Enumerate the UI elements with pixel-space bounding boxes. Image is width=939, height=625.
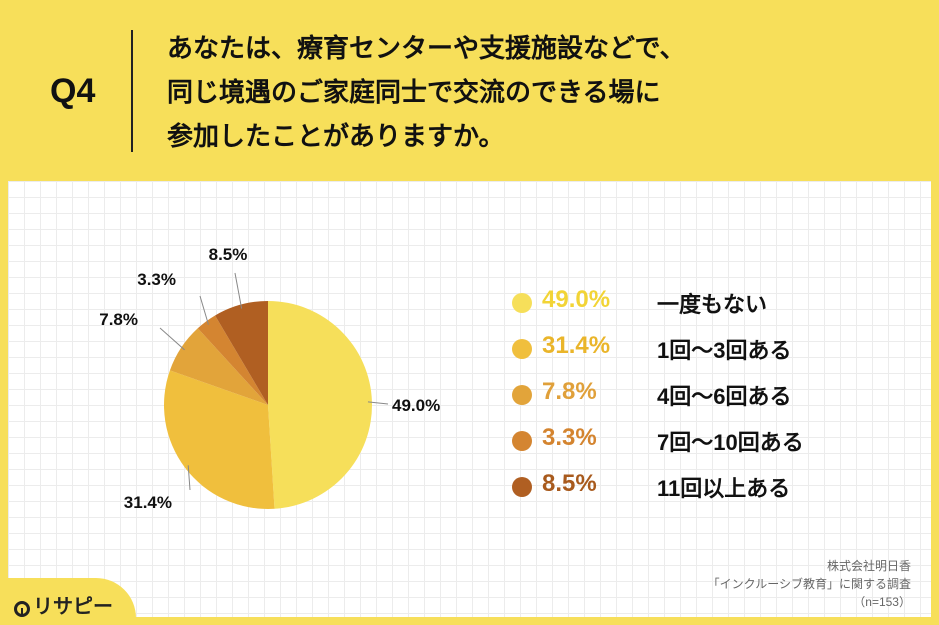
legend-label: 一度もない [657,292,768,317]
data-label: 49.0% [392,396,440,415]
divider [131,30,133,152]
data-label: 3.3% [137,270,176,289]
legend-percent: 3.3% [542,424,597,451]
leader-line [159,327,185,351]
pie-slice [268,301,373,509]
legend-percent: 49.0% [542,286,611,313]
legend-dot [512,385,532,405]
leader-line [234,272,243,309]
legend-label: 1回〜3回ある [657,338,792,363]
legend-label: 7回〜10回ある [657,430,804,455]
pie-slice [169,328,268,405]
logo-text: リサピー [33,596,113,618]
legend-dot [512,339,532,359]
question-line: あなたは、療育センターや支援施設などで、 [167,33,686,63]
data-label: 7.8% [99,310,138,329]
pie-slice [164,370,275,509]
legend-dot [512,431,532,451]
data-label: 8.5% [209,245,248,264]
legend-item: 31.4% 1回〜3回ある [512,330,872,376]
survey-title: 「インクルーシブ教育」に関する調査 [707,577,911,591]
legend-percent: 7.8% [542,378,597,405]
legend: 49.0% 一度もない 31.4% 1回〜3回ある 7.8% 4回〜6回ある 3.3% 7回〜… [512,284,872,514]
logo: リサピー [14,590,113,619]
legend-item: 7.8% 4回〜6回ある [512,376,872,422]
legend-label: 11回以上ある [657,476,791,501]
question-line: 同じ境遇のご家庭同士で交流のできる場に [167,77,661,107]
pie-slice [197,315,268,405]
footer-credit: 株式会社明日香 「インクルーシブ教育」に関する調査 （n=153） [708,557,911,611]
legend-label: 4回〜6回ある [657,384,792,409]
question-number: Q4 [50,72,96,110]
header: Q4 あなたは、療育センターや支援施設などで、 同じ境遇のご家庭同士で交流のでき… [0,0,939,180]
legend-percent: 8.5% [542,470,597,497]
legend-percent: 31.4% [542,332,611,359]
data-label: 31.4% [124,493,172,512]
chart-panel [8,181,931,617]
leader-line [367,401,389,405]
logo-area: リサピー [0,578,136,625]
leader-line [199,295,209,325]
company-name: 株式会社明日香 [826,559,911,573]
legend-item: 49.0% 一度もない [512,284,872,330]
question-line: 参加したことがありますか。 [167,121,505,151]
legend-dot [512,293,532,313]
sample-size: （n=153） [853,595,911,609]
question-text: あなたは、療育センターや支援施設などで、 同じ境遇のご家庭同士で交流のできる場に… [167,26,685,158]
leader-line [187,465,191,491]
legend-item: 3.3% 7回〜10回ある [512,422,872,468]
lightbulb-icon [14,601,30,617]
legend-dot [512,477,532,497]
pie-slice [215,301,268,405]
legend-item: 8.5% 11回以上ある [512,468,872,514]
